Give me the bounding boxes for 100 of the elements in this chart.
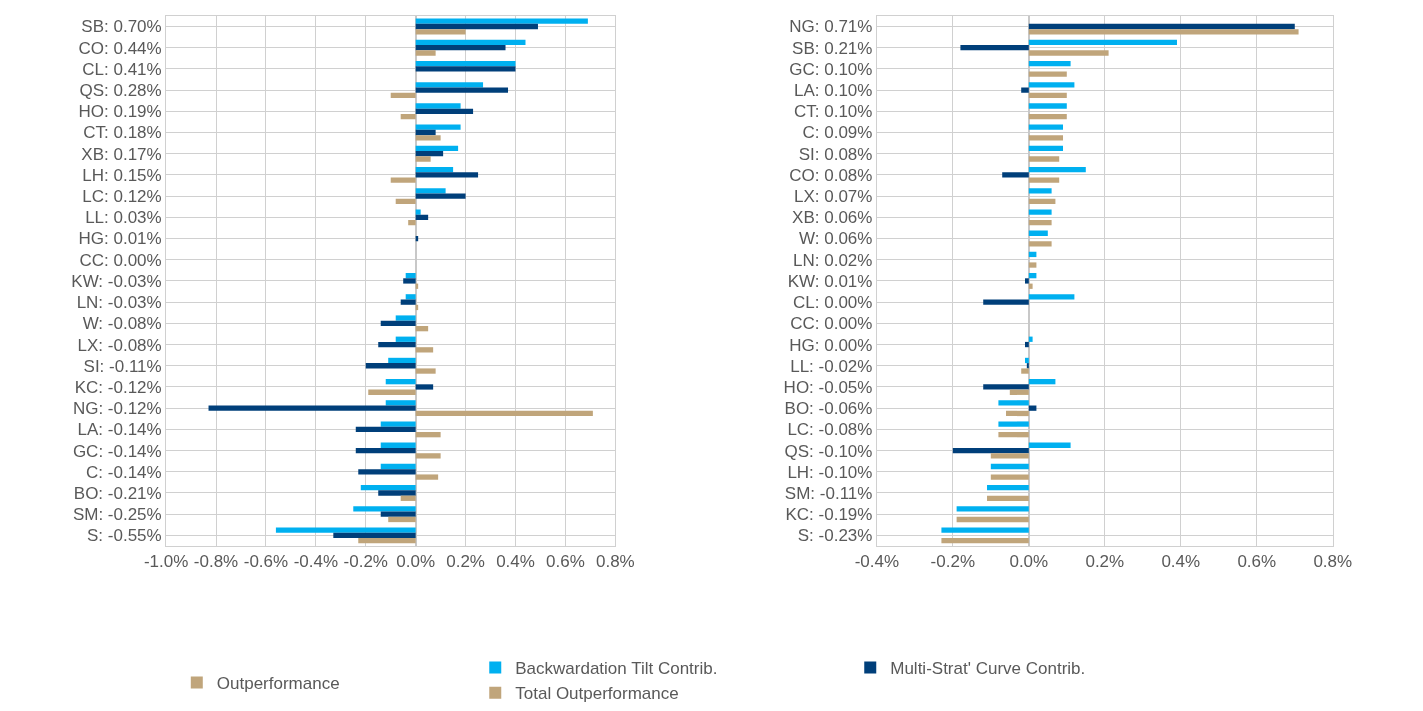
bar [1028, 241, 1052, 247]
legend-label: Outperformance [216, 674, 340, 694]
y-tick-label: LN: 0.02% [793, 250, 873, 270]
x-tick-label: -0.8% [193, 552, 239, 572]
y-tick-label: LC: 0.12% [82, 187, 162, 207]
legend-label: Backwardation Tilt Contrib. [515, 659, 718, 679]
bar [415, 410, 593, 417]
y-tick-label: CC: 0.00% [79, 250, 162, 270]
bar [355, 447, 416, 454]
bar [403, 278, 416, 284]
y-tick-label: SB: 0.21% [792, 38, 873, 58]
bar [1028, 50, 1109, 56]
bar [415, 45, 506, 51]
y-tick-label: HO: -0.05% [783, 377, 873, 397]
y-tick-label: HG: 0.01% [78, 229, 162, 249]
bar [1002, 172, 1029, 178]
y-tick-label: NG: 0.71% [789, 17, 873, 37]
bar [1028, 23, 1295, 30]
bar [1028, 442, 1071, 448]
bar [1006, 410, 1029, 417]
bar [415, 135, 441, 141]
x-tick-label: 0.4% [1161, 552, 1201, 572]
x-tick-label: 0.0% [1009, 552, 1049, 572]
y-tick-label: XB: 0.17% [81, 144, 162, 164]
y-tick-label: BO: -0.21% [73, 483, 162, 503]
bar [355, 426, 416, 433]
bar [983, 299, 1029, 305]
bar [1028, 103, 1067, 109]
bar [1028, 283, 1033, 289]
bar [1021, 368, 1029, 374]
bar [1028, 82, 1075, 88]
bar [380, 421, 416, 427]
bar [378, 341, 416, 348]
x-tick-label: -0.4% [293, 552, 339, 572]
bar [1028, 379, 1056, 385]
bar [1028, 198, 1056, 205]
bar [415, 432, 441, 438]
bar [415, 60, 516, 67]
y-tick-label: LH: -0.10% [787, 462, 873, 482]
bar [415, 368, 436, 374]
bar [415, 209, 421, 215]
bar [390, 92, 416, 99]
bar [1028, 336, 1033, 342]
x-tick-label: -0.2% [343, 552, 388, 572]
bar [415, 474, 439, 480]
y-tick-label: LN: -0.03% [76, 293, 162, 313]
bar [400, 113, 416, 120]
bar [1028, 135, 1064, 141]
y-tick-label: LA: 0.10% [793, 81, 873, 101]
bar [415, 18, 588, 24]
bar [998, 421, 1029, 427]
bar [1028, 113, 1067, 120]
bar [998, 400, 1029, 406]
y-tick-label: W: 0.06% [799, 229, 873, 249]
bar [380, 511, 416, 517]
bar [960, 45, 1029, 51]
bar [275, 527, 416, 533]
bar [1028, 188, 1052, 194]
bar [1028, 92, 1067, 99]
bar [415, 188, 446, 194]
bar [415, 384, 434, 390]
bar [415, 166, 454, 173]
bar [990, 463, 1029, 470]
y-tick-label: CO: 0.44% [78, 38, 162, 58]
y-tick-label: CT: 0.10% [793, 102, 873, 122]
legend-label: Total Outperformance [515, 684, 679, 704]
bar [368, 389, 416, 395]
bar [415, 124, 461, 130]
bar [941, 527, 1029, 533]
y-tick-label: CO: 0.08% [789, 165, 873, 185]
y-tick-label: SM: -0.11% [784, 483, 873, 503]
y-tick-label: BO: -0.06% [784, 399, 873, 419]
bar [405, 272, 416, 279]
bar [415, 82, 484, 88]
bar [388, 516, 416, 523]
bar [1028, 156, 1060, 162]
bar [941, 538, 1029, 544]
y-tick-label: KW: 0.01% [787, 271, 873, 291]
bar [956, 506, 1029, 512]
bar [408, 219, 416, 226]
x-tick-label: -0.6% [243, 552, 289, 572]
y-tick-label: SI: -0.11% [83, 356, 162, 376]
bar [358, 538, 416, 544]
bar [1028, 219, 1052, 226]
bar [1026, 363, 1029, 369]
y-tick-label: KC: -0.19% [785, 505, 873, 525]
x-tick-label: 0.8% [1313, 552, 1353, 572]
bar [415, 23, 538, 30]
bar [1028, 230, 1048, 236]
bar [380, 463, 416, 470]
y-tick-label: LX: 0.07% [793, 187, 873, 207]
bar [360, 485, 416, 491]
bar [385, 400, 416, 406]
bar [365, 363, 416, 369]
bar [1028, 71, 1067, 77]
bar [415, 129, 436, 136]
bar [1025, 341, 1029, 348]
x-tick-label: 0.6% [546, 552, 585, 572]
bar [956, 516, 1029, 523]
bar [415, 214, 429, 220]
